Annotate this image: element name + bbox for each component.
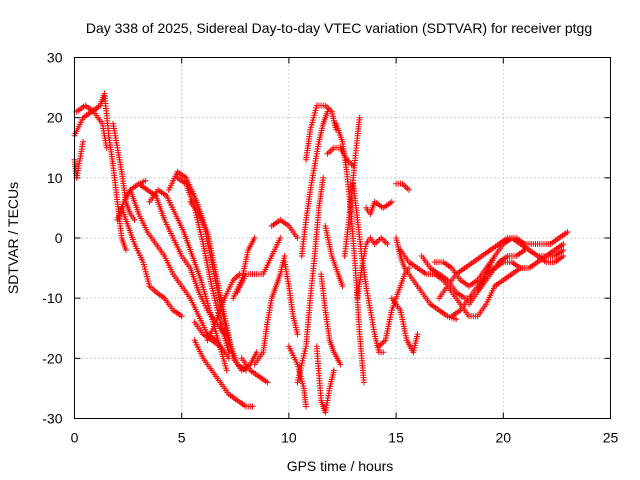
x-axis-label: GPS time / hours: [287, 458, 394, 474]
x-tick-label: 25: [603, 430, 619, 446]
y-tick-label: 20: [47, 110, 63, 126]
x-tick-label: 0: [71, 430, 79, 446]
chart-title: Day 338 of 2025, Sidereal Day-to-day VTE…: [86, 20, 592, 36]
y-tick-label: 10: [47, 170, 63, 186]
x-tick-label: 15: [388, 430, 404, 446]
data-points: [71, 90, 571, 416]
y-tick-label: -10: [42, 290, 62, 306]
x-tick-label: 20: [496, 430, 512, 446]
x-tick-label: 10: [281, 430, 297, 446]
x-tick-label: 5: [178, 430, 186, 446]
y-tick-label: -30: [42, 411, 62, 427]
plot-frame: [74, 57, 611, 419]
y-tick-label: -20: [42, 350, 62, 366]
tick-labels: 0 5 10 15 20 25 -30 -20 -10 0 10 20 30: [42, 50, 618, 446]
data-point-markers: [71, 90, 571, 416]
y-tick-label: 0: [55, 230, 63, 246]
y-axis-label: SDTVAR / TECUs: [5, 182, 21, 294]
y-tick-label: 30: [47, 50, 63, 66]
